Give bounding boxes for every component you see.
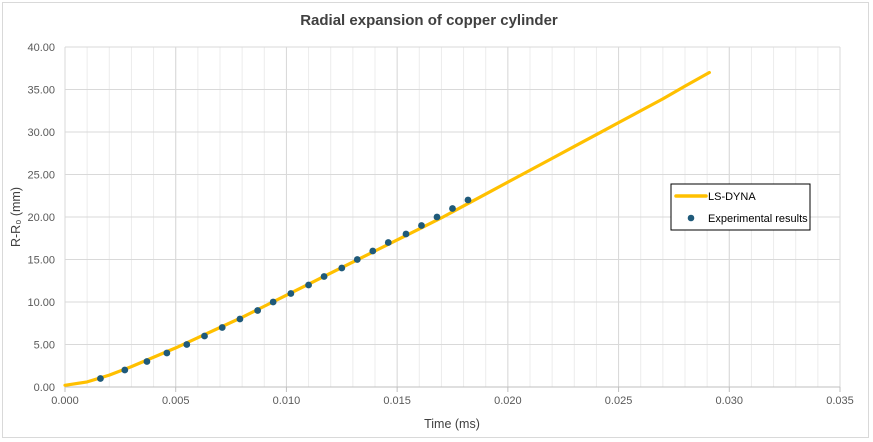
tick-labels: 0.00 5.00 10.00 15.00 20.00 25.00 30.00 35.00 40… <box>27 42 853 407</box>
y-tick-label: 0.00 <box>34 382 55 394</box>
y-tick-label: 35.00 <box>27 85 55 97</box>
x-tick-label: 0.030 <box>716 395 744 407</box>
experimental-data-point <box>449 205 456 212</box>
grid-lines <box>64 46 841 388</box>
x-axis-title: Time (ms) <box>424 417 480 431</box>
experimental-data-point <box>254 307 262 314</box>
y-tick-label: 15.00 <box>27 255 55 267</box>
y-tick-label: 5.00 <box>34 340 55 352</box>
axes <box>64 386 841 392</box>
y-tick-label: 10.00 <box>27 297 55 309</box>
experimental-data-point <box>418 222 425 229</box>
experimental-data-point <box>369 247 377 255</box>
x-tick-label: 0.015 <box>383 395 411 407</box>
x-tick-label: 0.035 <box>826 395 854 407</box>
experimental-data-point <box>218 324 226 331</box>
y-tick-label: 30.00 <box>27 127 55 139</box>
experimental-data-point <box>433 213 441 221</box>
x-tick-label: 0.025 <box>605 395 633 407</box>
experimental-data-point <box>338 264 346 272</box>
experimental-data-point <box>287 290 295 297</box>
legend-marker-swatch <box>687 214 695 222</box>
x-tick-label: 0.000 <box>51 395 79 407</box>
experimental-data-point <box>236 315 244 323</box>
chart-title: Radial expansion of copper cylinder <box>300 12 558 29</box>
experimental-data-point <box>320 273 328 280</box>
plot-area <box>63 70 711 387</box>
x-tick-label: 0.020 <box>494 395 522 407</box>
legend: LS-DYNA Experimental results <box>670 183 811 231</box>
experimental-data-point <box>201 332 208 340</box>
experimental-data-point <box>353 256 361 263</box>
experimental-data-point <box>269 298 277 306</box>
legend-label-ls-dyna: LS-DYNA <box>708 191 756 203</box>
x-tick-label: 0.005 <box>162 395 190 407</box>
x-tick-label: 0.010 <box>273 395 301 407</box>
experimental-data-point <box>402 230 410 238</box>
experimental-data-point <box>163 349 171 357</box>
y-tick-label: 25.00 <box>27 170 55 182</box>
y-axis-title: R-R₀ (mm) <box>9 187 23 247</box>
experimental-data-point <box>384 239 392 246</box>
legend-label-experimental: Experimental results <box>708 213 808 225</box>
experimental-data-point <box>97 375 104 382</box>
experimental-data-point <box>464 196 472 204</box>
experimental-data-point <box>143 358 151 365</box>
experimental-data-point <box>121 366 129 374</box>
legend-box <box>670 183 811 231</box>
experimental-data-point <box>183 341 191 348</box>
y-tick-label: 40.00 <box>27 42 55 54</box>
y-tick-label: 20.00 <box>27 212 55 224</box>
experimental-data-point <box>305 281 312 289</box>
series-line-ls-dyna <box>63 70 711 387</box>
